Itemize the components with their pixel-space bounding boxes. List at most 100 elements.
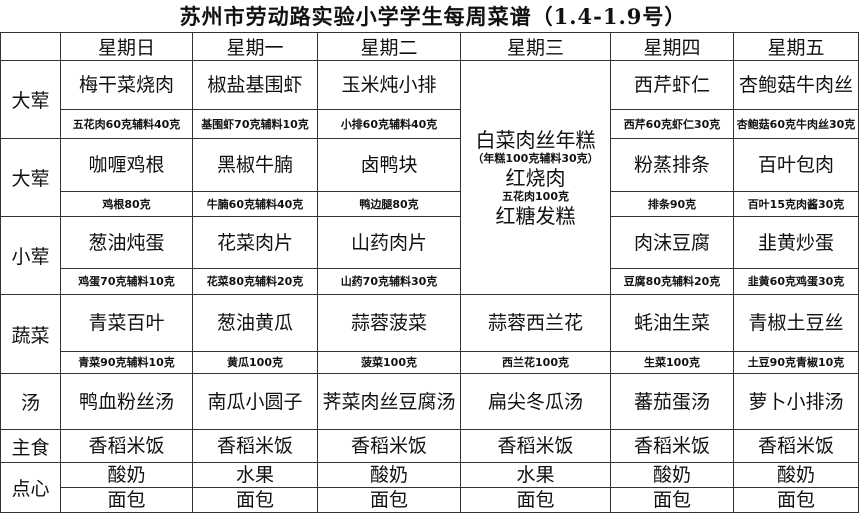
dish-detail: 生菜100克: [610, 351, 734, 374]
dish-name: 山药肉片: [317, 216, 461, 269]
snack-item: 水果: [192, 462, 318, 488]
table-row: 蔬菜 青菜百叶 葱油黄瓜 蒜蓉菠菜 蒜蓉西兰花 蚝油生菜 青椒土豆丝: [0, 294, 859, 374]
table-row: 面包 面包 面包 面包 面包 面包: [1, 487, 859, 513]
dish-name: 香稻米饭: [192, 429, 318, 463]
dish-name: 香稻米饭: [317, 429, 461, 463]
category-label: 大荤: [0, 60, 61, 139]
dish-detail: 西兰花100克: [460, 351, 611, 374]
dish-detail: 豆腐80克辅料20克: [610, 268, 734, 295]
dish-detail: 花菜80克辅料20克: [192, 268, 318, 295]
dish-detail: 菠菜100克: [317, 351, 461, 374]
dish-name: 粉蒸排条: [610, 138, 734, 192]
dish-name: 红糖发糕: [495, 203, 576, 228]
dish-name: 葱油炖蛋: [60, 216, 193, 269]
dish-detail: 小排60克辅料40克: [317, 109, 461, 139]
dish-name: 椒盐基围虾: [192, 60, 318, 110]
snack-item: 面包: [460, 487, 611, 513]
dish-name: 蚝油生菜: [610, 294, 734, 352]
dish-name: 玉米炖小排: [317, 60, 461, 110]
day-header: 星期日: [60, 32, 193, 61]
table-row: 星期日 星期一 星期二 星期三 星期四 星期五: [0, 32, 859, 61]
dish-name: 葱油黄瓜: [192, 294, 318, 352]
dish-detail: 土豆90克青椒10克: [733, 351, 859, 374]
dish-detail: 五花肉60克辅料40克: [60, 109, 193, 139]
category-label: 小荤: [0, 216, 61, 295]
snack-item: 面包: [192, 487, 318, 513]
table-row: 五花肉60克辅料40克 基围虾70克辅料10克 小排60克辅料40克 西芹60克虾仁3…: [1, 109, 859, 139]
dish-detail: 牛腩60克辅料40克: [192, 191, 318, 217]
table-row: 青菜90克辅料10克 黄瓜100克 菠菜100克 西兰花100克 生菜100克 土豆90克…: [1, 351, 859, 374]
day-header: 星期五: [733, 32, 859, 61]
dish-name: 蒜蓉菠菜: [317, 294, 461, 352]
dish-name: 黑椒牛腩: [192, 138, 318, 192]
dish-name: 咖喱鸡根: [60, 138, 193, 192]
dish-name: 蕃茄蛋汤: [610, 373, 734, 430]
menu-table: 星期日 星期一 星期二 星期三 星期四 星期五 大荤 梅干菜烧肉 椒盐基围虾 玉米炖小排 白菜肉丝年…: [0, 32, 859, 513]
snack-item: 酸奶: [610, 462, 734, 488]
snack-item: 水果: [460, 462, 611, 488]
day-header: 星期四: [610, 32, 734, 61]
category-label: 主食: [0, 429, 61, 463]
snack-item: 酸奶: [733, 462, 859, 488]
table-row: 汤鸭血粉丝汤 南瓜小圆子 荠菜肉丝豆腐汤 扁尖冬瓜汤 蕃茄蛋汤 萝卜小排汤: [0, 373, 859, 430]
category-label: 点心: [0, 462, 61, 513]
dish-detail: 基围虾70克辅料10克: [192, 109, 318, 139]
dish-detail: 鸡蛋70克辅料10克: [60, 268, 193, 295]
snack-item: 面包: [60, 487, 193, 513]
dish-name: 韭黄炒蛋: [733, 216, 859, 269]
dish-detail: 西芹60克虾仁30克: [610, 109, 734, 139]
dish-detail: 排条90克: [610, 191, 734, 217]
dish-detail: 韭黄60克鸡蛋30克: [733, 268, 859, 295]
dish-name: 荠菜肉丝豆腐汤: [317, 373, 461, 430]
dish-detail: 鸡根80克: [60, 191, 193, 217]
snack-item: 酸奶: [317, 462, 461, 488]
corner-cell: [0, 32, 61, 61]
dish-name: 卤鸭块: [317, 138, 461, 192]
snack-item: 酸奶: [60, 462, 193, 488]
combined-dish-cell: 白菜肉丝年糕 （年糕100克辅料30克） 红烧肉 五花肉100克 红糖发糕: [460, 60, 611, 295]
dish-name: 红烧肉: [505, 165, 566, 190]
table-row: 大荤 咖喱鸡根 黑椒牛腩 卤鸭块 粉蒸排条 百叶包肉: [0, 138, 859, 217]
dish-detail: 鸭边腿80克: [317, 191, 461, 217]
dish-name: 萝卜小排汤: [733, 373, 859, 430]
dish-detail: （年糕100克辅料30克）: [472, 151, 599, 165]
dish-name: 青椒土豆丝: [733, 294, 859, 352]
category-label: 汤: [0, 373, 61, 430]
page-title: 苏州市劳动路实验小学学生每周菜谱（1.4-1.9号）: [179, 4, 687, 29]
snack-item: 面包: [733, 487, 859, 513]
dish-name: 香稻米饭: [460, 429, 611, 463]
dish-name: 百叶包肉: [733, 138, 859, 192]
day-header: 星期三: [460, 32, 611, 61]
table-row: 小荤 葱油炖蛋 花菜肉片 山药肉片 肉沫豆腐 韭黄炒蛋: [0, 216, 859, 295]
category-label: 大荤: [0, 138, 61, 217]
snack-item: 面包: [317, 487, 461, 513]
category-label: 蔬菜: [0, 294, 61, 374]
dish-name: 杏鲍菇牛肉丝: [733, 60, 859, 110]
dish-name: 西芹虾仁: [610, 60, 734, 110]
table-row: 大荤 梅干菜烧肉 椒盐基围虾 玉米炖小排 白菜肉丝年糕 （年糕100克辅料30克） 红烧肉五…: [0, 60, 859, 295]
day-header: 星期一: [192, 32, 318, 61]
table-row: 鸡蛋70克辅料10克 花菜80克辅料20克 山药70克辅料30克 豆腐80克辅料20克…: [1, 268, 859, 295]
dish-name: 鸭血粉丝汤: [60, 373, 193, 430]
dish-detail: 山药70克辅料30克: [317, 268, 461, 295]
table-row: 点心 酸奶 水果 酸奶 水果 酸奶 酸奶: [0, 462, 859, 513]
dish-name: 扁尖冬瓜汤: [460, 373, 611, 430]
table-row: 主食 香稻米饭 香稻米饭 香稻米饭 香稻米饭 香稻米饭 香稻米饭: [0, 429, 859, 463]
snack-item: 面包: [610, 487, 734, 513]
table-row: 鸡根80克 牛腩60克辅料40克 鸭边腿80克 排条90克 百叶15克肉酱30克: [1, 191, 859, 217]
dish-name: 蒜蓉西兰花: [460, 294, 611, 352]
dish-name: 香稻米饭: [733, 429, 859, 463]
dish-name: 南瓜小圆子: [192, 373, 318, 430]
dish-detail: 杏鲍菇60克牛肉丝30克: [733, 109, 859, 139]
dish-detail: 青菜90克辅料10克: [60, 351, 193, 374]
dish-detail: 百叶15克肉酱30克: [733, 191, 859, 217]
dish-detail: 黄瓜100克: [192, 351, 318, 374]
dish-name: 香稻米饭: [610, 429, 734, 463]
dish-name: 香稻米饭: [60, 429, 193, 463]
day-header: 星期二: [317, 32, 461, 61]
dish-name: 花菜肉片: [192, 216, 318, 269]
dish-name: 白菜肉丝年糕: [475, 127, 596, 152]
dish-name: 梅干菜烧肉: [60, 60, 193, 110]
dish-name: 肉沫豆腐: [610, 216, 734, 269]
dish-name: 青菜百叶: [60, 294, 193, 352]
